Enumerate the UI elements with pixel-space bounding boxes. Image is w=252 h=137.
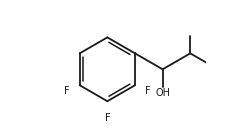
Text: OH: OH [154,88,169,98]
Text: F: F [104,113,110,123]
Text: F: F [64,86,70,96]
Text: F: F [144,86,150,96]
